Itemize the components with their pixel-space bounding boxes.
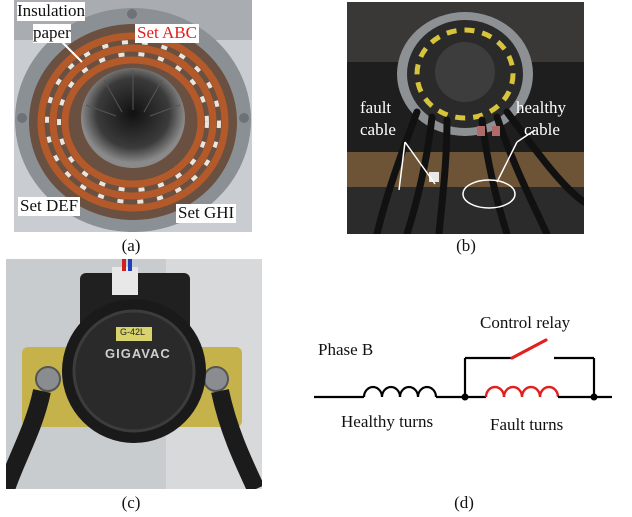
caption-b: (b) [456,236,476,255]
healthy-cable-label-line1: healthy [516,98,567,117]
fault-turns-label: Fault turns [490,415,564,434]
stator-photo-a [14,0,252,232]
relay-photo-c [6,259,262,489]
caption-c: (c) [121,493,141,512]
winding-circuit-diagram [314,338,612,401]
stator-cables-photo-b [347,2,584,234]
relay-tag-label: G-42L [120,327,146,337]
healthy-turns-coil [362,385,438,398]
healthy-turns-label: Healthy turns [341,412,434,431]
set-def-label: Set DEF [18,196,81,216]
control-relay-switch [510,338,548,360]
set-abc-label: Set ABC [135,23,199,43]
fault-turns-coil [484,385,560,398]
phase-label: Phase B [318,340,374,359]
control-relay-label: Control relay [480,313,571,332]
insulation-paper-label-line2: paper [33,23,71,43]
insulation-paper-label-line1: Insulation [17,1,85,21]
fault-cable-label-line1: fault [360,98,392,117]
caption-a: (a) [121,236,141,255]
caption-d: (d) [454,493,474,512]
fault-cable-label-line2: cable [360,120,396,139]
set-ghi-label: Set GHI [176,203,237,223]
healthy-cable-label-line2: cable [524,120,560,139]
relay-brand-label: GIGAVAC [105,346,171,361]
